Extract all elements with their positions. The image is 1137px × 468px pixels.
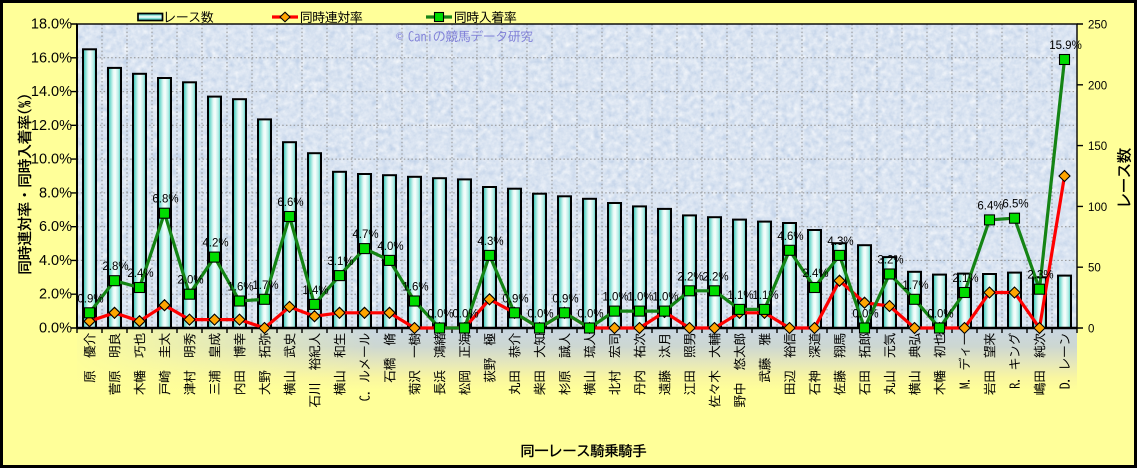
svg-text:4.3%: 4.3% [827, 236, 853, 248]
svg-text:4.2%: 4.2% [202, 238, 228, 250]
svg-text:2.0%: 2.0% [39, 287, 72, 303]
svg-text:1.1%: 1.1% [727, 290, 753, 302]
svg-text:6.6%: 6.6% [277, 197, 303, 209]
svg-text:4.7%: 4.7% [352, 229, 378, 241]
svg-text:100: 100 [1088, 202, 1107, 214]
svg-text:2.2%: 2.2% [702, 271, 728, 283]
svg-text:2.8%: 2.8% [102, 261, 128, 273]
svg-text:6.0%: 6.0% [39, 219, 72, 235]
svg-text:18.0%: 18.0% [31, 17, 72, 33]
svg-text:2.4%: 2.4% [127, 268, 153, 280]
svg-text:1.1%: 1.1% [752, 290, 778, 302]
svg-text:1.6%: 1.6% [227, 282, 253, 294]
svg-text:150: 150 [1088, 141, 1107, 153]
svg-text:1.6%: 1.6% [402, 282, 428, 294]
svg-text:250: 250 [1088, 20, 1107, 32]
svg-text:1.0%: 1.0% [602, 292, 628, 304]
svg-text:12.0%: 12.0% [31, 118, 72, 134]
svg-text:15.9%: 15.9% [1049, 40, 1082, 52]
svg-text:0.0%: 0.0% [577, 309, 603, 321]
svg-text:2.4%: 2.4% [802, 268, 828, 280]
svg-text:0.0%: 0.0% [927, 309, 953, 321]
svg-text:0.0%: 0.0% [452, 309, 478, 321]
svg-text:0.9%: 0.9% [77, 293, 103, 305]
svg-text:1.7%: 1.7% [902, 280, 928, 292]
svg-text:10.0%: 10.0% [31, 152, 72, 168]
svg-text:3.1%: 3.1% [327, 256, 353, 268]
svg-text:4.0%: 4.0% [377, 241, 403, 253]
svg-text:0: 0 [1088, 324, 1094, 336]
svg-text:14.0%: 14.0% [31, 84, 72, 100]
svg-text:4.3%: 4.3% [477, 236, 503, 248]
svg-text:0.0%: 0.0% [852, 309, 878, 321]
svg-text:0.0%: 0.0% [39, 321, 72, 337]
svg-text:16.0%: 16.0% [31, 50, 72, 66]
svg-text:2.1%: 2.1% [952, 273, 978, 285]
svg-text:4.0%: 4.0% [39, 253, 72, 269]
svg-text:50: 50 [1088, 263, 1101, 275]
svg-text:1.0%: 1.0% [627, 292, 653, 304]
svg-text:2.2%: 2.2% [677, 271, 703, 283]
svg-text:4.6%: 4.6% [777, 231, 803, 243]
svg-text:1.7%: 1.7% [252, 280, 278, 292]
svg-text:0.9%: 0.9% [502, 293, 528, 305]
svg-text:8.0%: 8.0% [39, 185, 72, 201]
svg-text:0.0%: 0.0% [427, 309, 453, 321]
svg-text:0.0%: 0.0% [527, 309, 553, 321]
svg-text:0.9%: 0.9% [552, 293, 578, 305]
svg-text:2.0%: 2.0% [177, 275, 203, 287]
svg-text:200: 200 [1088, 80, 1107, 92]
svg-text:6.8%: 6.8% [152, 194, 178, 206]
svg-text:6.5%: 6.5% [1002, 199, 1028, 211]
svg-text:1.0%: 1.0% [652, 292, 678, 304]
svg-text:1.4%: 1.4% [302, 285, 328, 297]
svg-text:2.3%: 2.3% [1027, 270, 1053, 282]
svg-text:6.4%: 6.4% [977, 200, 1003, 212]
svg-text:3.2%: 3.2% [877, 255, 903, 267]
